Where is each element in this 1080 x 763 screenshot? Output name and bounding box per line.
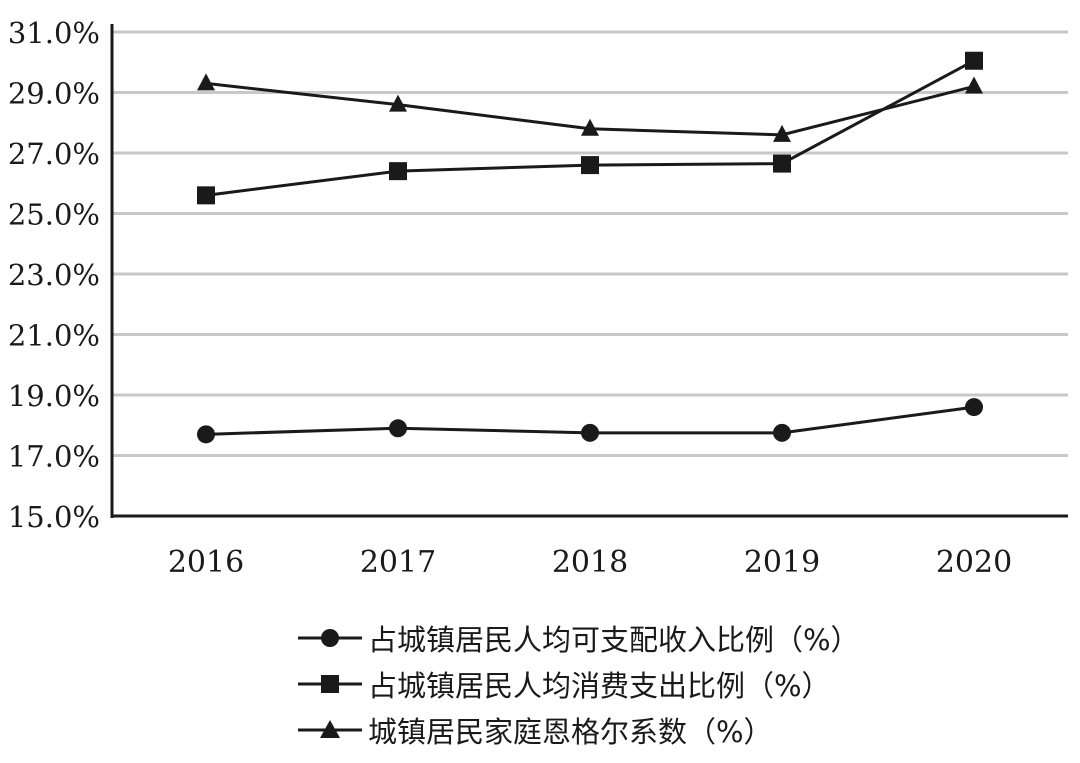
x-tick-label: 2017 [360, 545, 436, 580]
y-tick-label: 27.0% [8, 137, 100, 171]
data-point [773, 154, 791, 173]
data-point [197, 425, 215, 444]
y-tick-label: 19.0% [8, 379, 100, 413]
legend-item-engel: 城镇居民家庭恩格尔系数（%） [298, 707, 1058, 753]
data-point [389, 162, 407, 181]
legend-item-income: 占城镇居民人均可支配收入比例（%） [298, 615, 1058, 661]
y-tick-label: 23.0% [8, 258, 100, 292]
data-point [197, 186, 215, 205]
x-tick-label: 2020 [936, 545, 1012, 580]
legend-label-engel: 城镇居民家庭恩格尔系数（%） [368, 715, 773, 749]
x-tick-label: 2016 [168, 545, 244, 580]
x-tick-label: 2019 [744, 545, 820, 580]
x-tick-label: 2018 [552, 545, 628, 580]
data-point [197, 73, 215, 91]
triangle-marker-icon [298, 720, 362, 738]
y-tick-label: 31.0% [8, 16, 100, 50]
y-axis-ticks: 15.0% 17.0% 19.0% 21.0% 23.0% 25.0% 27.0% 29.0%… [8, 16, 100, 534]
legend-label-income: 占城镇居民人均可支配收入比例（%） [368, 623, 860, 657]
series-triangle [197, 73, 983, 142]
legend: 占城镇居民人均可支配收入比例（%） 占城镇居民人均消费支出比例（%） 城镇居民家… [298, 615, 1058, 753]
data-point [965, 76, 983, 94]
x-axis-ticks: 2016 2017 2018 2019 2020 [168, 545, 1012, 580]
y-tick-label: 15.0% [8, 500, 100, 534]
data-point [965, 398, 983, 417]
data-point [389, 419, 407, 438]
data-point [581, 156, 599, 175]
legend-item-consumption: 占城镇居民人均消费支出比例（%） [298, 661, 1058, 707]
data-point [773, 423, 791, 442]
y-tick-label: 25.0% [8, 198, 100, 232]
series-square [197, 51, 983, 205]
data-point [773, 124, 791, 142]
y-tick-label: 17.0% [8, 440, 100, 474]
line-chart: 15.0% 17.0% 19.0% 21.0% 23.0% 25.0% 27.0% 29.0%… [8, 16, 1068, 580]
y-tick-label: 21.0% [8, 319, 100, 353]
series-layer [197, 51, 983, 444]
data-point [581, 118, 599, 136]
square-marker-icon [298, 675, 362, 693]
y-tick-label: 29.0% [8, 77, 100, 111]
gridlines [110, 24, 1068, 518]
data-point [965, 51, 983, 70]
data-point [581, 423, 599, 442]
circle-marker-icon [298, 629, 362, 647]
series-circle [197, 398, 983, 444]
legend-label-consumption: 占城镇居民人均消费支出比例（%） [368, 669, 831, 703]
data-point [389, 94, 407, 112]
